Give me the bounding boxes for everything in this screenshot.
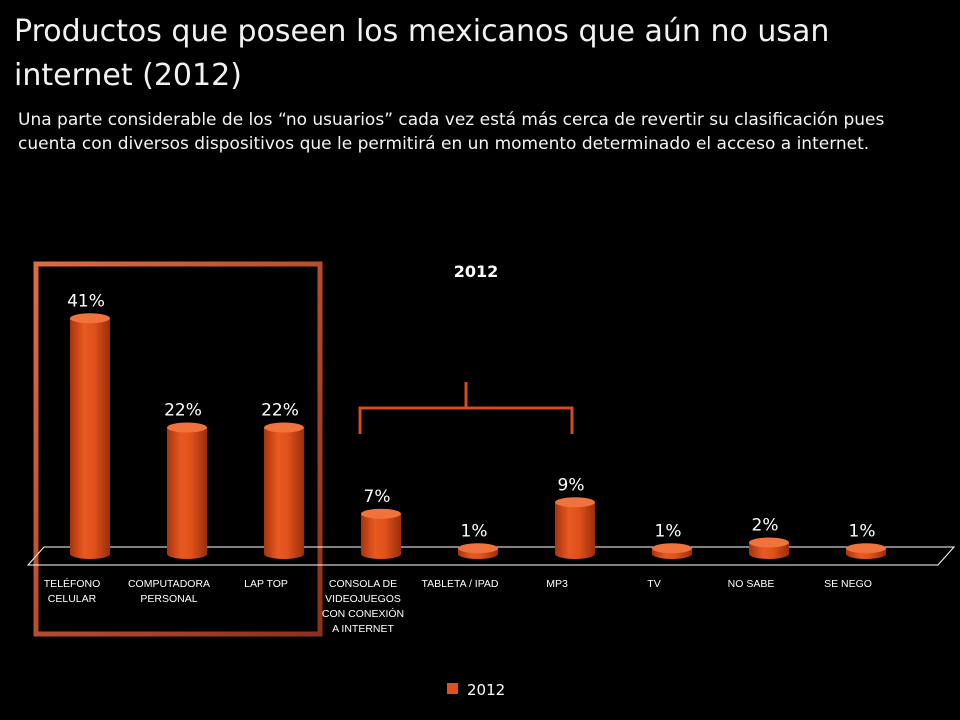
bar-body bbox=[70, 318, 110, 559]
bar-top bbox=[264, 422, 304, 433]
highlight-frame bbox=[33, 261, 323, 637]
value-label: 9% bbox=[558, 475, 585, 495]
category-label: TV bbox=[647, 578, 660, 590]
bar-5 bbox=[458, 543, 498, 559]
legend-label: 2012 bbox=[467, 681, 505, 699]
bar-top bbox=[458, 543, 498, 554]
bar-top bbox=[70, 313, 110, 324]
chart-title: 2012 bbox=[454, 262, 499, 281]
value-label: 41% bbox=[67, 291, 105, 311]
category-label: SE NEGO bbox=[824, 578, 872, 590]
value-label: 1% bbox=[849, 521, 876, 541]
bar-top bbox=[749, 537, 789, 548]
bar-body bbox=[264, 427, 304, 559]
legend-swatch bbox=[447, 683, 458, 694]
value-label: 7% bbox=[364, 487, 391, 507]
bar-2 bbox=[167, 422, 207, 559]
bar-top bbox=[361, 508, 401, 519]
bar-body bbox=[555, 502, 595, 559]
bar-1 bbox=[70, 313, 110, 559]
bar-6 bbox=[555, 497, 595, 559]
bar-top bbox=[652, 543, 692, 554]
bar-9 bbox=[846, 543, 886, 559]
category-label: NO SABE bbox=[728, 578, 775, 590]
category-label: COMPUTADORA PERSONAL bbox=[128, 578, 210, 605]
category-label: MP3 bbox=[546, 578, 568, 590]
category-label: TELÉFONO CELULAR bbox=[44, 577, 101, 605]
value-label: 22% bbox=[164, 401, 202, 421]
category-labels: TELÉFONO CELULAR COMPUTADORA PERSONAL LAP TO… bbox=[44, 577, 872, 635]
category-label: LAP TOP bbox=[244, 578, 288, 590]
slide-subtitle: Una parte considerable de los “no usuari… bbox=[18, 110, 885, 154]
chart-floor bbox=[26, 546, 956, 566]
value-label: 1% bbox=[461, 521, 488, 541]
bar-3 bbox=[264, 422, 304, 559]
group-bracket bbox=[358, 382, 574, 434]
value-label: 1% bbox=[655, 521, 682, 541]
bar-4 bbox=[361, 508, 401, 559]
value-label: 22% bbox=[261, 401, 299, 421]
bar-top bbox=[555, 497, 595, 508]
bar-body bbox=[361, 513, 401, 559]
bar-8 bbox=[749, 537, 789, 559]
bar-top bbox=[167, 422, 207, 433]
slide-title: Productos que poseen los mexicanos que a… bbox=[14, 14, 830, 93]
category-label: TABLETA / IPAD bbox=[421, 578, 498, 590]
bars-group bbox=[70, 313, 886, 559]
bar-body bbox=[167, 427, 207, 559]
value-label: 2% bbox=[752, 516, 779, 536]
bar-7 bbox=[652, 543, 692, 559]
bar-top bbox=[846, 543, 886, 554]
category-label: CONSOLA DE VIDEOJUEGOS CON CONEXIÓN A INTER… bbox=[322, 578, 404, 635]
value-labels: 41% 22% 22% 7% 1% 9% 1% 2% 1% bbox=[67, 291, 875, 541]
